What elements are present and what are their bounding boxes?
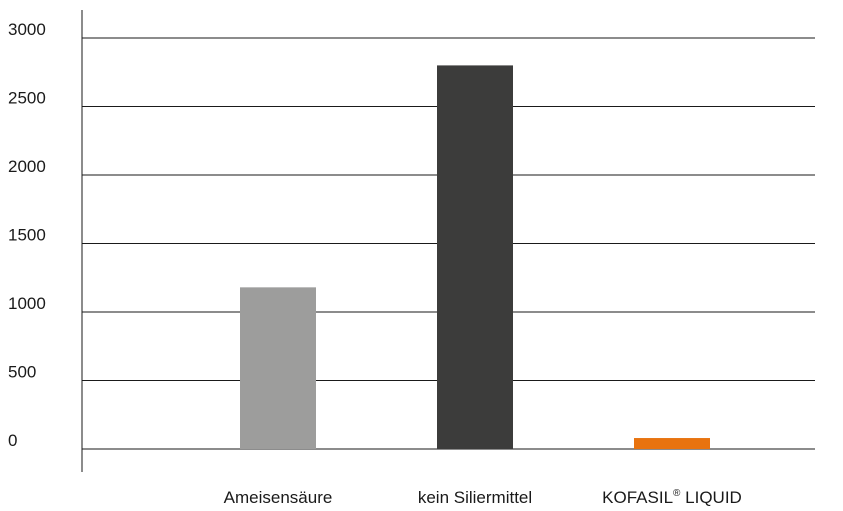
y-tick-label-1000: 1000 bbox=[8, 294, 46, 313]
bars bbox=[240, 65, 710, 450]
y-tick-label-500: 500 bbox=[8, 363, 36, 382]
y-tick-label-2000: 2000 bbox=[8, 157, 46, 176]
bar-1 bbox=[240, 287, 316, 449]
y-tick-label-1500: 1500 bbox=[8, 226, 46, 245]
y-axis-tick-labels: 0 500 1000 1500 2000 2500 3000 bbox=[8, 20, 46, 450]
y-tick-label-3000: 3000 bbox=[8, 20, 46, 39]
category-label-3: KOFASIL® LIQUID bbox=[602, 488, 742, 507]
x-axis-category-labels: Ameisensäure kein Siliermittel KOFASIL® LI… bbox=[224, 488, 742, 507]
category-label-2: kein Siliermittel bbox=[418, 488, 532, 507]
bar-2 bbox=[437, 65, 513, 450]
bar-3 bbox=[634, 438, 710, 449]
y-tick-label-0: 0 bbox=[8, 431, 17, 450]
category-label-1: Ameisensäure bbox=[224, 488, 333, 507]
y-tick-label-2500: 2500 bbox=[8, 89, 46, 108]
